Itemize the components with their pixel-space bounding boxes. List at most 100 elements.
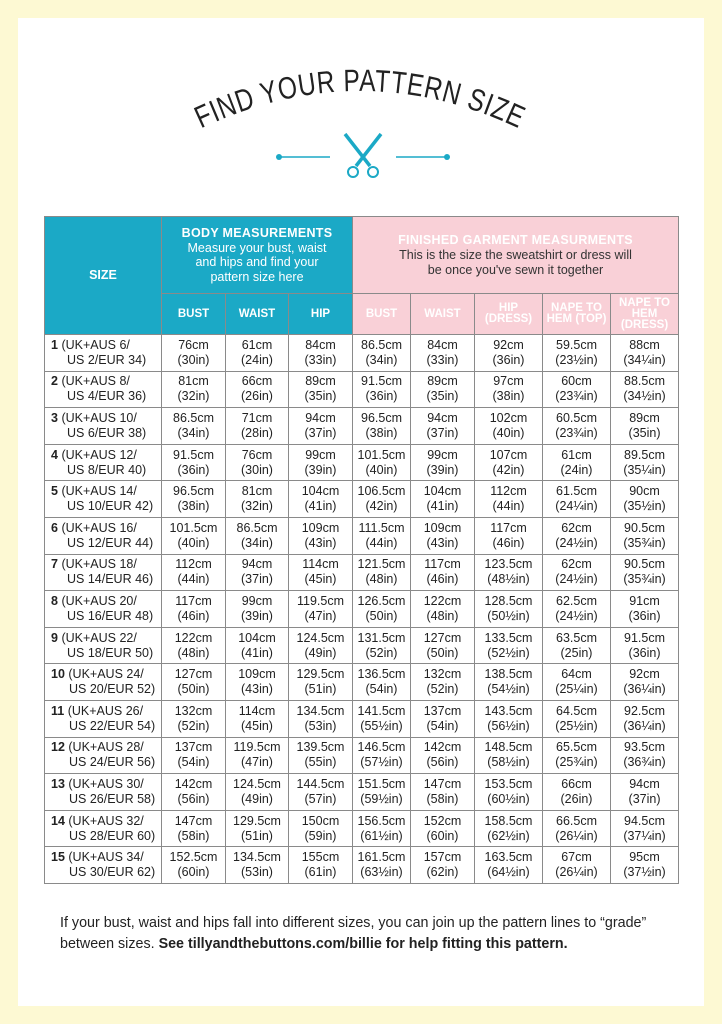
measurement-in: (56½in)	[487, 718, 530, 733]
measurement-in: (48½in)	[487, 572, 530, 587]
measurement-cm: 163.5cm	[484, 850, 533, 865]
measurement-cell: 96.5cm (38in)	[161, 480, 226, 518]
measurement-in: (60in)	[426, 828, 459, 843]
measurement-cell: 104cm (41in)	[410, 480, 475, 518]
measurement-in: (36¾in)	[623, 755, 666, 770]
measurement-in: (48in)	[365, 572, 398, 587]
measurement-cm: 94cm	[427, 410, 458, 425]
measurement-cm: 122cm	[423, 593, 462, 608]
measurement-cm: 64cm	[561, 667, 592, 682]
measurement-cell: 66cm (26in)	[542, 773, 611, 811]
measurement-cm: 106.5cm	[357, 484, 406, 499]
measurement-cell: 81cm (32in)	[225, 480, 289, 518]
col-finished-bust: BUST	[352, 293, 411, 335]
measurement-cell: 137cm (54in)	[161, 736, 226, 775]
measurement-cm: 104cm	[301, 484, 340, 499]
size-chart-table: SIZE BODY MEASUREMENTS Measure your bust…	[44, 216, 680, 884]
table-row: 11 (UK+AUS 26/US 22/EUR 54) 132cm (52in) 11…	[44, 699, 680, 738]
size-cell: 7 (UK+AUS 18/US 14/EUR 46)	[44, 553, 162, 592]
measurement-cm: 91.5cm	[624, 630, 666, 645]
measurement-in: (54in)	[426, 718, 459, 733]
size-line-1: (UK+AUS 10/	[61, 410, 137, 425]
measurement-in: (40in)	[492, 425, 525, 440]
measurement-cell: 146.5cm (57½in)	[352, 736, 411, 775]
measurement-cm: 139.5cm	[296, 740, 345, 755]
size-line-2: US 22/EUR 54)	[69, 718, 156, 733]
measurement-cell: 101.5cm (40in)	[161, 516, 226, 555]
measurement-in: (59½in)	[360, 791, 403, 806]
measurement-cm: 107cm	[489, 447, 528, 462]
measurement-in: (37in)	[426, 425, 459, 440]
measurement-cell: 117cm (46in)	[161, 590, 226, 628]
measurement-cm: 143.5cm	[484, 703, 533, 718]
measurement-cm: 96.5cm	[173, 484, 214, 499]
col-body-waist: WAIST	[225, 293, 289, 335]
measurement-cell: 92cm (36in)	[474, 334, 543, 372]
measurement-cell: 91.5cm (36in)	[609, 626, 680, 665]
measurement-cm: 124.5cm	[233, 776, 281, 791]
measurement-cm: 152.5cm	[169, 850, 218, 865]
measurement-in: (24¼in)	[555, 499, 598, 514]
measurement-cell: 76cm (30in)	[225, 443, 289, 482]
measurement-cell: 66cm (26in)	[225, 370, 289, 409]
measurement-cell: 94.5cm (37¼in)	[609, 809, 680, 848]
divider-right	[396, 154, 450, 160]
measurement-cell: 143.5cm (56½in)	[474, 699, 543, 738]
measurement-cell: 97cm (38in)	[474, 370, 543, 409]
measurement-cm: 99cm	[241, 593, 273, 608]
measurement-in: (24½in)	[555, 535, 598, 550]
measurement-cell: 71cm (28in)	[225, 407, 289, 445]
measurement-cell: 84cm (33in)	[288, 334, 353, 372]
measurement-cm: 88cm	[629, 337, 660, 352]
measurement-cm: 66cm	[241, 374, 273, 389]
measurement-cm: 91.5cm	[173, 447, 214, 462]
size-number: 1	[51, 337, 58, 352]
measurement-in: (26¼in)	[555, 828, 598, 843]
footer-note: If your bust, waist and hips fall into d…	[60, 913, 680, 955]
measurement-cell: 92.5cm (36¼in)	[609, 699, 680, 738]
size-line-2: US 16/EUR 48)	[67, 608, 154, 623]
col-finished-waist: WAIST	[410, 293, 475, 335]
measurement-cm: 99cm	[427, 447, 458, 462]
measurement-cm: 62.5cm	[556, 593, 597, 608]
col-body-bust: BUST	[161, 293, 226, 335]
measurement-cm: 66cm	[561, 776, 592, 791]
measurement-cell: 61cm (24in)	[542, 443, 611, 482]
measurement-cm: 151.5cm	[357, 776, 406, 791]
scissors-icon	[343, 132, 383, 178]
measurement-cell: 91.5cm (36in)	[161, 443, 226, 482]
measurement-in: (36in)	[492, 352, 525, 367]
size-cell: 14 (UK+AUS 32/US 28/EUR 60)	[44, 809, 162, 848]
measurement-cell: 61.5cm (24¼in)	[542, 480, 611, 518]
col-body-hip: HIP	[288, 293, 353, 335]
measurement-cm: 142cm	[423, 740, 462, 755]
measurement-in: (56in)	[177, 791, 210, 806]
size-cell: 9 (UK+AUS 22/US 18/EUR 50)	[44, 626, 162, 665]
measurement-in: (26in)	[241, 389, 273, 404]
measurement-cm: 132cm	[174, 703, 213, 718]
measurement-cm: 62cm	[561, 557, 592, 572]
size-cell: 4 (UK+AUS 12/US 8/EUR 40)	[44, 443, 162, 482]
measurement-in: (38in)	[492, 389, 525, 404]
measurement-cell: 86.5cm (34in)	[352, 334, 411, 372]
measurement-cell: 134.5cm (53in)	[288, 699, 353, 738]
measurement-cell: 158.5cm (62½in)	[474, 809, 543, 848]
size-line-1: (UK+AUS 30/	[68, 776, 144, 791]
measurement-cell: 60.5cm (23¾in)	[542, 407, 611, 445]
measurement-cell: 60cm (23¾in)	[542, 370, 611, 409]
size-line-2: US 12/EUR 44)	[67, 535, 154, 550]
measurement-in: (35in)	[628, 425, 661, 440]
measurement-cm: 137cm	[423, 703, 462, 718]
measurement-cell: 94cm (37in)	[288, 407, 353, 445]
measurement-cell: 101.5cm (40in)	[352, 443, 411, 482]
measurement-cm: 119.5cm	[296, 593, 344, 608]
measurement-in: (39in)	[304, 462, 337, 477]
measurement-cm: 129.5cm	[233, 813, 281, 828]
size-line-1: (UK+AUS 22/	[61, 630, 137, 645]
size-line-1: (UK+AUS 20/	[61, 593, 137, 608]
size-line-2: US 18/EUR 50)	[67, 645, 154, 660]
table-row: 6 (UK+AUS 16/US 12/EUR 44) 101.5cm (40in) 8…	[44, 516, 680, 555]
measurement-in: (64½in)	[487, 865, 530, 880]
size-cell: 12 (UK+AUS 28/US 24/EUR 56)	[44, 736, 162, 775]
measurement-cm: 84cm	[427, 337, 458, 352]
